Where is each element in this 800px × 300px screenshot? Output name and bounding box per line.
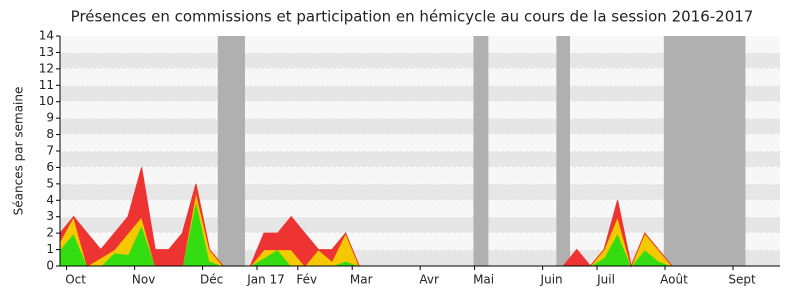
y-tick-label: 7 xyxy=(46,144,54,158)
y-tick-label: 13 xyxy=(39,45,54,59)
highlight-band xyxy=(663,36,746,266)
y-tick-label: 3 xyxy=(46,209,54,223)
y-tick-label: 2 xyxy=(46,226,54,240)
y-tick-label: 4 xyxy=(46,193,54,207)
x-tick-label: Mar xyxy=(350,273,373,287)
x-tick-label: Mai xyxy=(473,273,494,287)
x-tick-label: Août xyxy=(660,273,688,287)
x-tick-label: Déc xyxy=(200,273,223,287)
y-tick-label: 9 xyxy=(46,111,54,125)
x-tick-label: Avr xyxy=(419,273,439,287)
y-tick-label: 6 xyxy=(46,160,54,174)
y-tick-label: 5 xyxy=(46,176,54,190)
y-tick-label: 8 xyxy=(46,127,54,141)
x-tick-label: Oct xyxy=(65,273,86,287)
x-tick-label: Juin xyxy=(540,273,563,287)
highlight-band xyxy=(556,36,570,266)
x-tick-label: Sept xyxy=(728,273,756,287)
x-tick-label: Jan 17 xyxy=(246,273,285,287)
x-tick-label: Juil xyxy=(596,273,615,287)
x-tick-label: Nov xyxy=(132,273,155,287)
y-tick-label: 14 xyxy=(39,29,54,43)
x-tick-label: Fév xyxy=(296,273,317,287)
y-tick-label: 10 xyxy=(39,94,54,108)
y-tick-label: 0 xyxy=(46,259,54,273)
y-tick-label: 12 xyxy=(39,61,54,75)
y-tick-label: 11 xyxy=(39,78,54,92)
chart-title: Présences en commissions et participatio… xyxy=(71,8,754,26)
highlight-band xyxy=(217,36,245,266)
highlight-band xyxy=(473,36,489,266)
y-tick-label: 1 xyxy=(46,242,54,256)
y-axis-label: Séances par semaine xyxy=(12,87,26,216)
